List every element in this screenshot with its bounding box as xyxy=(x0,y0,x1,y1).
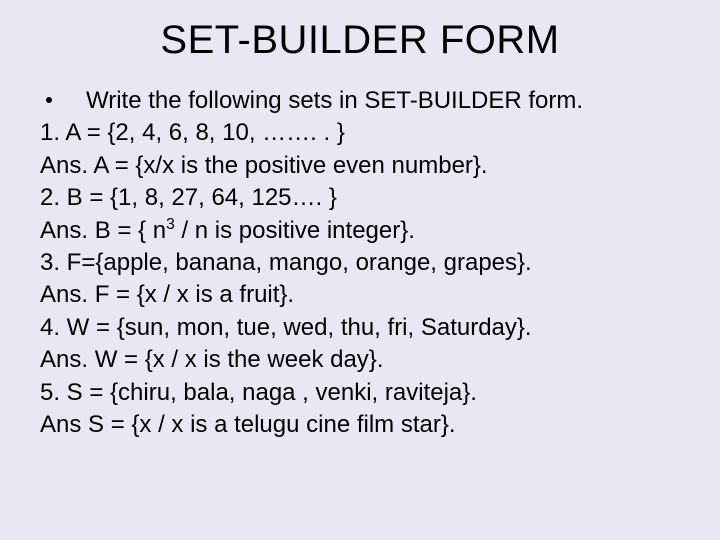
q5-line: 5. S = {chiru, bala, naga , venki, ravit… xyxy=(40,377,680,409)
ans1-line: Ans. A = {x/x is the positive even numbe… xyxy=(40,150,680,182)
slide-body: Write the following sets in SET-BUILDER … xyxy=(40,85,680,441)
slide-title: SET-BUILDER FORM xyxy=(40,18,680,63)
ans3-line: Ans. F = {x / x is a fruit}. xyxy=(40,279,680,311)
ans4-line: Ans. W = {x / x is the week day}. xyxy=(40,344,680,376)
q2-line: 2. B = {1, 8, 27, 64, 125…. } xyxy=(40,182,680,214)
slide: SET-BUILDER FORM Write the following set… xyxy=(0,0,720,540)
ans5-line: Ans S = {x / x is a telugu cine film sta… xyxy=(40,409,680,441)
ans2-superscript: 3 xyxy=(166,216,175,233)
ans2-part-a: Ans. B = { n xyxy=(40,217,166,244)
q1-line: 1. A = {2, 4, 6, 8, 10, ……. . } xyxy=(40,117,680,149)
q4-line: 4. W = {sun, mon, tue, wed, thu, fri, Sa… xyxy=(40,312,680,344)
intro-text: Write the following sets in SET-BUILDER … xyxy=(86,87,583,114)
ans2-part-b: / n is positive integer}. xyxy=(175,217,415,244)
ans2-line: Ans. B = { n3 / n is positive integer}. xyxy=(40,215,680,247)
bullet-icon xyxy=(46,97,52,103)
q3-line: 3. F={apple, banana, mango, orange, grap… xyxy=(40,247,680,279)
bullet-line: Write the following sets in SET-BUILDER … xyxy=(40,85,680,117)
